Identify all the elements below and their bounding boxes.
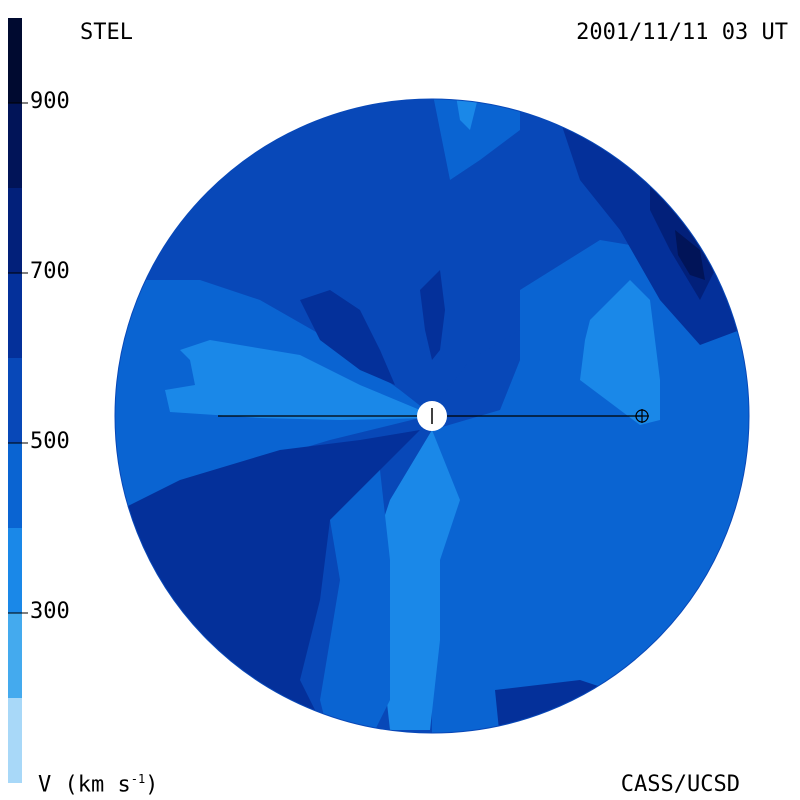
colorbar-band-700-800 — [8, 188, 22, 273]
colorbar-band-900-1000 — [8, 18, 22, 103]
region-west-slow — [165, 340, 430, 420]
colorbar-tick-label-900: 900 — [30, 89, 70, 114]
colorbar-band-500-600 — [8, 358, 22, 443]
observatory-label: STEL — [80, 20, 133, 45]
earth-icon — [635, 409, 649, 423]
colorbar-tick-label-300: 300 — [30, 599, 70, 624]
colorbar-band-800-900 — [8, 103, 22, 188]
colorbar-band-200-300 — [8, 613, 22, 698]
colorbar-band-400-500 — [8, 443, 22, 528]
region-east-slow — [580, 280, 660, 425]
colorbar-band-600-700 — [8, 273, 22, 358]
colorbar-band-100-200 — [8, 698, 22, 783]
region-north-streak-2 — [420, 270, 445, 360]
colorbar-band-300-400 — [8, 528, 22, 613]
region-south-slow — [370, 430, 460, 730]
region-south-medium — [320, 470, 390, 733]
colorbar — [8, 18, 28, 783]
disk-outline — [114, 98, 750, 734]
region-northeast-peak — [675, 230, 705, 280]
velocity-units-label: V (km s-1) — [38, 772, 159, 798]
timestamp-label: 2001/11/11 03 UT — [576, 20, 788, 45]
colorbar-tick-label-700: 700 — [30, 259, 70, 284]
region-north-streak-1 — [300, 290, 395, 385]
region-southeast-fast — [495, 680, 640, 733]
colorbar-tick-label-500: 500 — [30, 429, 70, 454]
velocity-disk — [115, 99, 749, 733]
credit-label: CASS/UCSD — [620, 772, 740, 797]
